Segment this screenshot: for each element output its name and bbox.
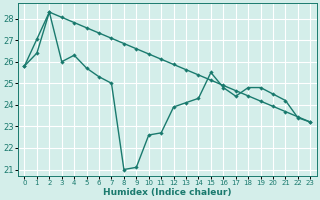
X-axis label: Humidex (Indice chaleur): Humidex (Indice chaleur) [103,188,232,197]
